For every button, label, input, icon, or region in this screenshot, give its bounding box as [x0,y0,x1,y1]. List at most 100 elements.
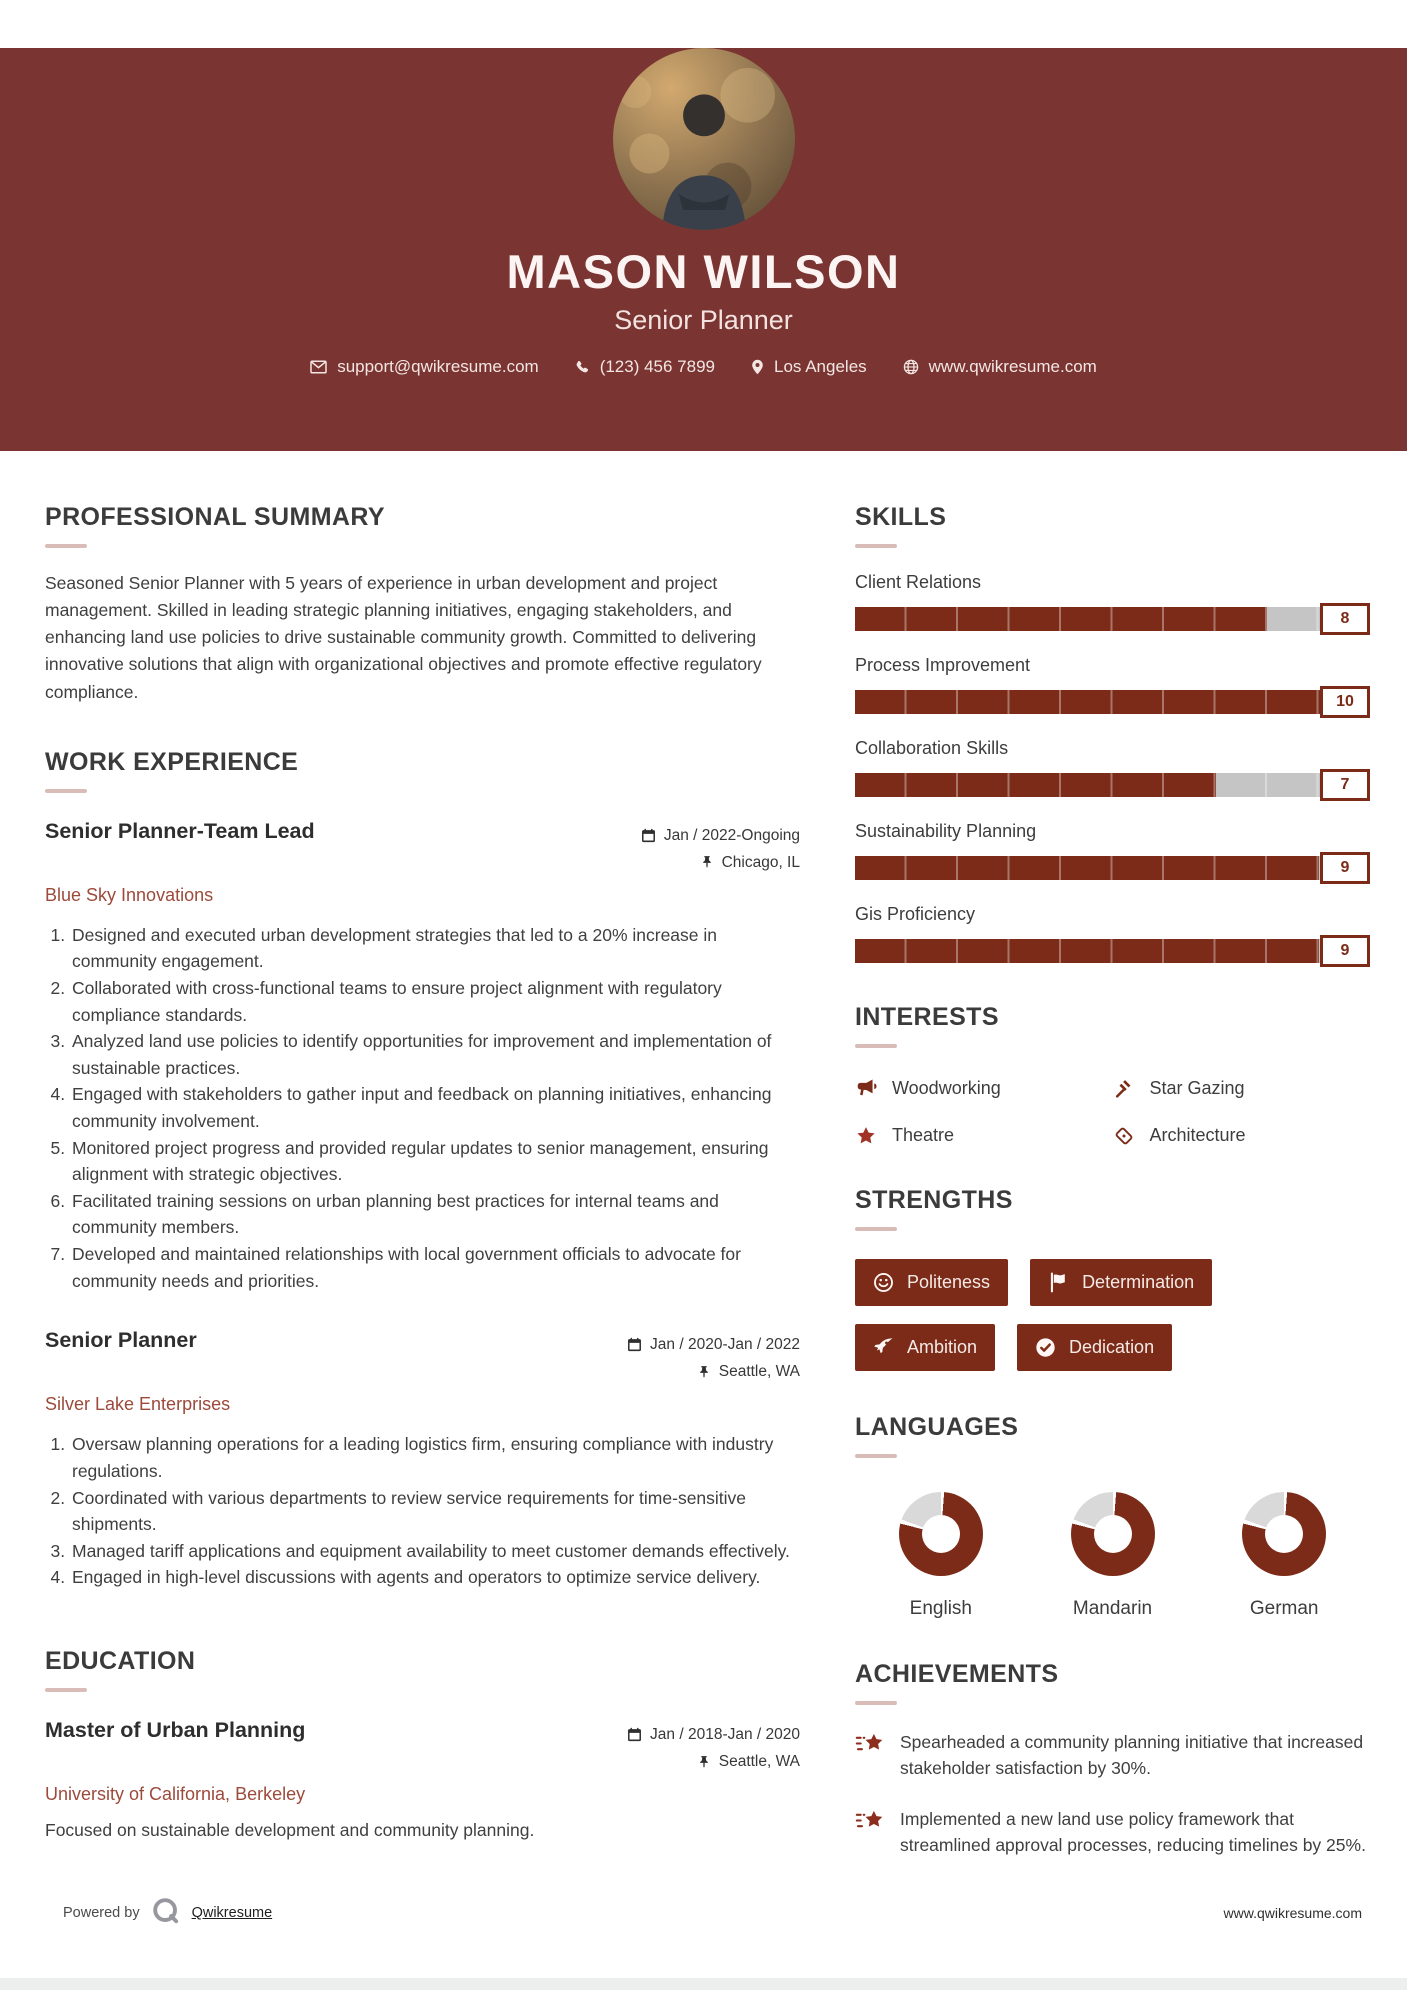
job-location: Chicago, IL [641,849,800,876]
job-bullet: Engaged with stakeholders to gather inpu… [70,1081,800,1134]
skill-label: Collaboration Skills [855,738,1009,758]
section-underline [855,1701,897,1705]
map-pin-icon [751,359,764,375]
footer-website: www.qwikresume.com [1223,1905,1362,1921]
qwikresume-brand-link[interactable]: Qwikresume [191,1905,273,1921]
skill-bar-fill [855,773,1216,797]
job-entry: Senior Planner-Team Lead Jan / 2022-Ongo… [45,819,800,1295]
ticket-icon [1113,1126,1135,1146]
strength-label: Dedication [1069,1337,1155,1357]
section-languages: LANGUAGES English Mandarin [855,1413,1370,1620]
achievements-list: Spearheaded a community planning initiat… [855,1729,1370,1858]
language-item: Mandarin [1027,1492,1199,1620]
contact-location: Los Angeles [751,357,867,377]
skill-value-badge: 9 [1320,935,1370,967]
job-bullet: Facilitated training sessions on urban p… [70,1188,800,1241]
skill-bar-track [855,773,1370,797]
skill-bar-segments [855,773,1370,797]
calendar-icon [641,828,656,843]
achievement-text: Spearheaded a community planning initiat… [900,1732,1364,1779]
section-professional-summary: PROFESSIONAL SUMMARY Seasoned Senior Pla… [45,503,800,706]
skill-label: Gis Proficiency [855,904,976,924]
skill-bar-segments [855,607,1370,631]
achievement-item: Implemented a new land use policy framew… [855,1806,1370,1859]
body-columns: PROFESSIONAL SUMMARY Seasoned Senior Pla… [0,451,1407,1858]
calendar-icon [627,1337,642,1352]
section-title: EDUCATION [45,1647,196,1675]
right-column: SKILLS Client Relations 8 [855,451,1370,1858]
section-skills: SKILLS Client Relations 8 [855,503,1370,967]
person-title: Senior Planner [614,305,793,335]
language-item: German [1198,1492,1370,1620]
education-dates-text: Jan / 2018-Jan / 2020 [650,1726,800,1743]
education-note: Focused on sustainable development and c… [45,1820,535,1841]
contact-row: support@qwikresume.com (123) 456 7899 Lo… [0,357,1407,377]
degree-title: Master of Urban Planning [45,1718,306,1742]
language-label: English [909,1598,972,1619]
job-bullet: Analyzed land use policies to identify o… [70,1028,800,1081]
skill-bar-segments [855,856,1370,880]
contact-website[interactable]: www.qwikresume.com [903,357,1097,377]
phone-icon [575,360,590,375]
megaphone-icon [855,1078,877,1099]
skill-item: Collaboration Skills 7 [855,738,1370,801]
job-company: Blue Sky Innovations [45,884,214,905]
summary-text: Seasoned Senior Planner with 5 years of … [45,573,762,702]
calendar-icon [627,1727,642,1742]
skill-bar-segments [855,939,1370,963]
skill-bar-fill [855,690,1370,714]
powered-by: Powered by Qwikresume [63,1896,272,1930]
pushpin-icon [700,855,714,869]
strength-badge: Politeness [855,1259,1009,1306]
job-title: Senior Planner-Team Lead [45,818,315,843]
contact-website-text: www.qwikresume.com [928,357,1097,376]
section-underline [45,544,87,548]
education-entry: Master of Urban Planning Jan / 2018-Jan … [45,1718,800,1841]
powered-by-text: Powered by [63,1905,140,1921]
skill-item: Sustainability Planning 9 [855,821,1370,884]
interests-grid: Woodworking Star Gazing Theatre [855,1078,1370,1146]
section-underline [45,1688,87,1692]
contact-email[interactable]: support@qwikresume.com [310,357,539,377]
shooting-star-icon [855,1807,885,1859]
section-strengths: STRENGTHS Politeness Determination [855,1186,1370,1371]
section-title: INTERESTS [855,1003,999,1031]
interest-label: Star Gazing [1149,1078,1245,1098]
section-interests: INTERESTS Woodworking Star Gazing [855,1003,1370,1146]
skill-item: Process Improvement 10 [855,655,1370,718]
section-underline [855,544,897,548]
strength-label: Determination [1082,1272,1195,1292]
section-work-experience: WORK EXPERIENCE Senior Planner-Team Lead… [45,748,800,1591]
contact-phone[interactable]: (123) 456 7899 [575,357,715,377]
job-bullet: Monitored project progress and provided … [70,1135,800,1188]
skill-value-badge: 8 [1320,603,1370,635]
skills-list: Client Relations 8 Process Impr [855,572,1370,967]
skill-bar-track [855,690,1370,714]
job-dates-text: Jan / 2020-Jan / 2022 [650,1336,800,1354]
flag-icon [1048,1272,1069,1293]
job-bullet: Designed and executed urban development … [70,922,800,975]
job-bullet: Engaged in high-level discussions with a… [70,1564,800,1591]
skill-value-badge: 10 [1320,686,1370,718]
skill-bar-fill [855,607,1267,631]
job-title: Senior Planner [45,1328,197,1353]
achievement-text: Implemented a new land use policy framew… [900,1808,1366,1855]
job-meta: Jan / 2022-Ongoing Chicago, IL [641,819,800,876]
education-header: Master of Urban Planning Jan / 2018-Jan … [45,1718,800,1775]
job-location: Seattle, WA [627,1358,800,1385]
strength-badge: Determination [1030,1259,1213,1306]
skill-bar: 9 [855,935,1370,967]
qwikresume-logo-icon [151,1896,181,1930]
footer: Powered by Qwikresume www.qwikresume.com [63,1896,1362,1930]
language-label: German [1249,1598,1319,1619]
skill-bar: 7 [855,769,1370,801]
languages-row: English Mandarin German [855,1492,1370,1620]
language-donut-chart [898,1492,983,1576]
section-education: EDUCATION Master of Urban Planning Jan /… [45,1647,800,1841]
skill-bar-track [855,939,1370,963]
job-dates: Jan / 2020-Jan / 2022 [627,1331,800,1358]
job-bullets: Oversaw planning operations for a leadin… [45,1431,800,1591]
skill-item: Gis Proficiency 9 [855,904,1370,967]
person-name: MASON WILSON [506,245,901,298]
